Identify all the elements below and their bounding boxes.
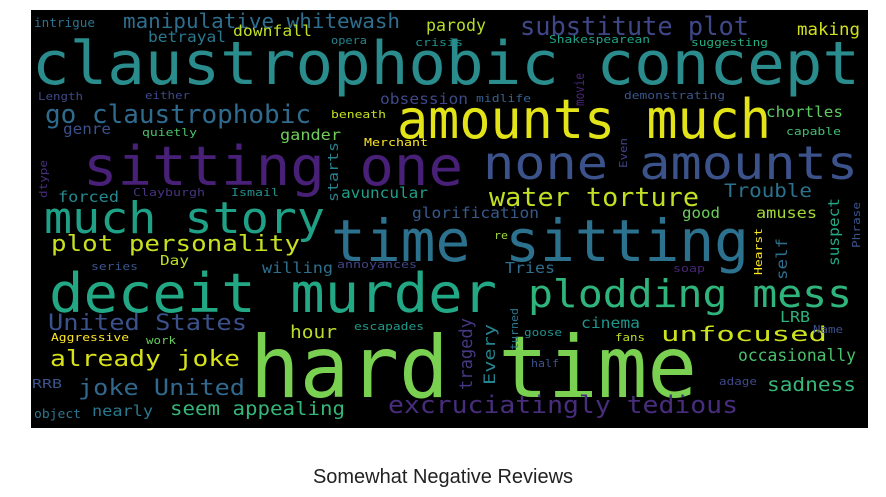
word: re — [494, 229, 508, 242]
word: Even — [617, 138, 630, 168]
word: Clayburgh — [133, 186, 205, 199]
word: occasionally — [738, 346, 856, 366]
word: annoyances — [337, 258, 417, 271]
word: adage — [719, 375, 757, 388]
word: unfocused — [661, 322, 827, 346]
word: water torture — [489, 183, 699, 213]
word: LRB — [780, 308, 810, 326]
word: Shakespearean — [549, 33, 650, 46]
word: suspect — [825, 198, 843, 266]
word: seem appealing — [170, 398, 345, 420]
word: plodding mess — [528, 272, 852, 316]
word: Phrase — [850, 202, 863, 248]
word: Every — [480, 324, 499, 385]
word: tragedy — [456, 318, 477, 390]
word: dtype — [37, 160, 50, 198]
word: glorification — [412, 204, 539, 222]
word: good — [682, 204, 720, 222]
word: work — [146, 334, 176, 347]
word: manipulative whitewash — [123, 10, 400, 33]
word: capable — [786, 125, 841, 138]
word: hard time — [250, 318, 697, 418]
word: obsession — [380, 90, 468, 108]
word: much story — [44, 193, 325, 244]
word: quietly — [142, 126, 197, 139]
word: plot personality — [51, 232, 300, 257]
word: escapades — [354, 320, 424, 333]
word: already joke — [50, 347, 240, 372]
word: Ismail — [231, 186, 279, 199]
word: joke United — [78, 376, 245, 401]
word: beneath — [331, 108, 386, 121]
word: genre — [63, 120, 111, 138]
word: betrayal — [148, 28, 226, 46]
word: downfall — [233, 22, 312, 40]
word: series — [91, 260, 138, 273]
word: chortles — [766, 103, 843, 121]
word: nearly — [92, 402, 153, 420]
word: suggesting — [691, 36, 768, 49]
word: amounts much — [397, 88, 771, 151]
word: amuses — [756, 204, 817, 222]
word: intrigue — [34, 16, 95, 30]
word: goose — [524, 326, 562, 339]
word: claustrophobic concept — [32, 29, 860, 99]
word: willing — [262, 259, 333, 277]
word: hour — [290, 322, 337, 343]
word: opera — [331, 34, 367, 47]
word: either — [145, 89, 190, 102]
word: object — [34, 407, 81, 421]
word: time sitting — [331, 207, 749, 275]
figure-caption: Somewhat Negative Reviews — [312, 466, 574, 488]
word: starts — [326, 142, 342, 202]
word: none amounts — [483, 136, 858, 190]
word: self — [773, 238, 791, 280]
word: sitting one — [83, 135, 463, 198]
word: Length — [38, 90, 83, 103]
word: turned — [508, 308, 521, 350]
word: forced — [58, 188, 119, 206]
word: midlife — [476, 92, 531, 105]
word: soap — [673, 262, 705, 275]
word: demonstrating — [624, 89, 725, 102]
word: Tries — [505, 259, 555, 277]
word: excruciatingly tedious — [388, 391, 738, 419]
word: RRB — [32, 377, 62, 391]
word: sadness — [767, 374, 856, 396]
word: parody — [426, 16, 486, 36]
word: Merchant — [364, 136, 428, 149]
word: substitute plot — [520, 12, 749, 42]
word: avuncular — [341, 184, 428, 202]
word: Day — [160, 254, 189, 269]
word-cloud: claustrophobic concept hard time amounts… — [31, 10, 868, 428]
word: gander — [280, 126, 341, 144]
word: making — [797, 20, 860, 40]
word: go claustrophobic — [45, 100, 311, 130]
word: half — [531, 357, 559, 370]
word: cinema — [581, 314, 640, 332]
word: movie — [573, 73, 588, 106]
word: United States — [48, 311, 247, 336]
word: fans — [615, 331, 645, 344]
word: deceit murder — [49, 262, 497, 325]
word: Aggressive — [51, 331, 129, 344]
word: Name — [813, 323, 843, 336]
word: crisis — [415, 36, 463, 49]
word: Hearst — [752, 228, 765, 275]
word: Trouble — [724, 180, 812, 202]
